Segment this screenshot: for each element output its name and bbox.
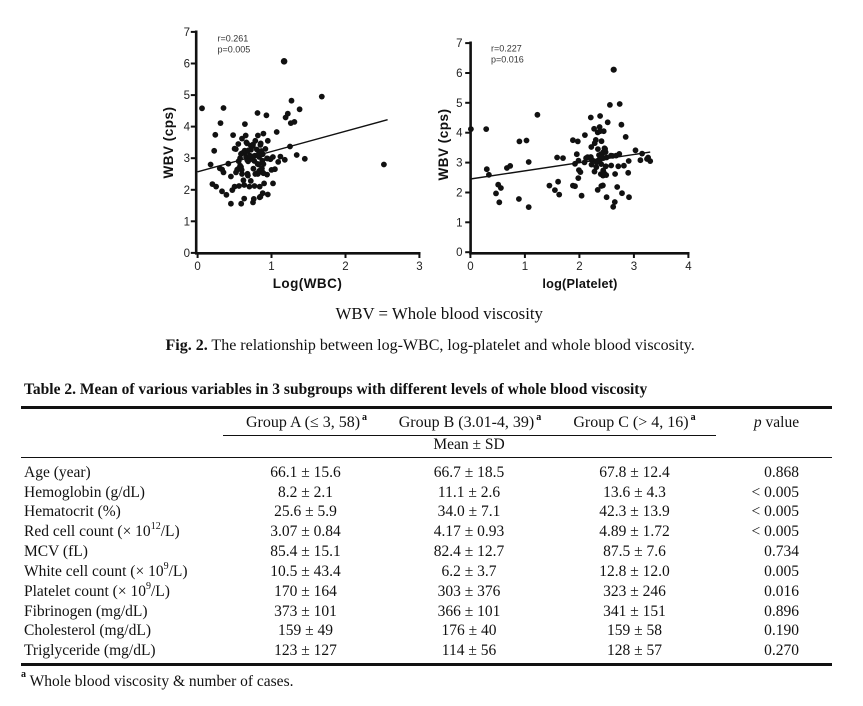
svg-text:4: 4	[685, 261, 692, 273]
svg-text:1: 1	[268, 261, 274, 273]
svg-text:r=0.227: r=0.227	[491, 44, 522, 54]
svg-text:5: 5	[184, 90, 190, 102]
svg-text:6: 6	[456, 68, 462, 80]
svg-text:Log(WBC): Log(WBC)	[273, 276, 343, 291]
svg-text:5: 5	[456, 98, 462, 110]
svg-text:0: 0	[467, 261, 473, 273]
svg-text:4: 4	[456, 128, 463, 140]
svg-text:WBV (cps): WBV (cps)	[436, 109, 451, 181]
svg-text:7: 7	[184, 27, 190, 39]
svg-text:3: 3	[456, 158, 462, 170]
svg-text:7: 7	[456, 38, 462, 50]
svg-text:3: 3	[184, 153, 190, 165]
svg-text:log(Platelet): log(Platelet)	[542, 277, 617, 291]
svg-text:p=0.016: p=0.016	[491, 54, 524, 64]
svg-text:2: 2	[342, 261, 348, 273]
svg-text:1: 1	[184, 216, 190, 228]
svg-text:2: 2	[456, 188, 462, 200]
svg-text:p=0.005: p=0.005	[218, 44, 251, 54]
svg-text:2: 2	[576, 261, 582, 273]
svg-text:1: 1	[522, 261, 528, 273]
svg-text:3: 3	[631, 261, 637, 273]
svg-text:6: 6	[184, 59, 190, 71]
svg-text:4: 4	[184, 122, 191, 134]
svg-text:0: 0	[194, 261, 200, 273]
svg-text:3: 3	[416, 261, 422, 273]
svg-text:0: 0	[456, 247, 462, 259]
svg-text:0: 0	[184, 248, 190, 260]
svg-text:WBV (cps): WBV (cps)	[161, 107, 176, 179]
svg-text:r=0.261: r=0.261	[218, 34, 249, 44]
svg-text:1: 1	[456, 217, 462, 229]
svg-text:2: 2	[184, 185, 190, 197]
